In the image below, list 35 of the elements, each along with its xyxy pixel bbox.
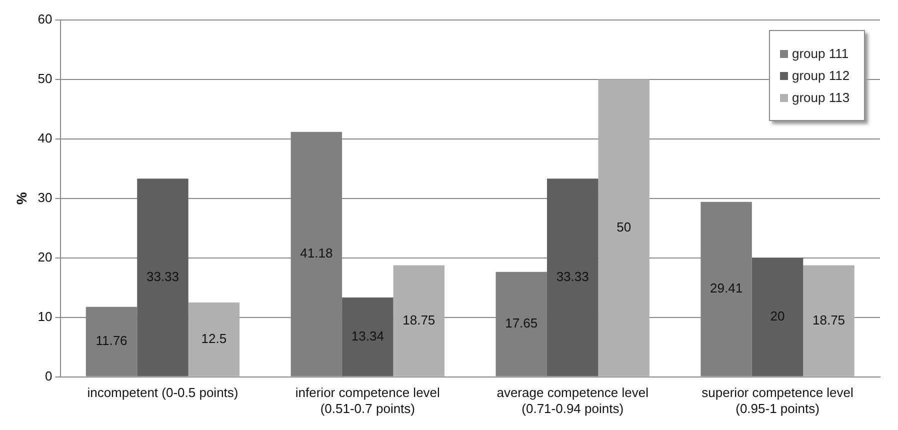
y-tick-label: 30 [38, 190, 52, 205]
bar [342, 297, 394, 376]
data-label: 11.76 [96, 333, 128, 348]
y-tick-label: 40 [38, 130, 52, 146]
data-label: 20 [770, 308, 785, 324]
legend-label: group 112 [792, 68, 850, 83]
legend-label: group 111 [792, 46, 849, 61]
data-label: 17.65 [505, 316, 538, 331]
bar [393, 265, 445, 376]
y-tick-label: 0 [45, 368, 52, 384]
y-tick-label: 20 [38, 249, 52, 264]
x-tick-label: inferior competence level (0.51-0.7 points) [295, 385, 440, 416]
legend-label: group 113 [792, 90, 850, 105]
bar [598, 79, 650, 376]
data-label: 41.18 [300, 246, 333, 261]
data-label: 18.75 [402, 312, 436, 328]
x-tick-label: average competence level (0.71-0.94 points) [496, 385, 649, 416]
y-tick-label: 60 [38, 12, 52, 27]
bar [137, 178, 188, 376]
data-label: 33.33 [146, 269, 179, 284]
bar [803, 265, 854, 376]
data-label: 18.75 [812, 312, 846, 328]
bar [752, 258, 804, 376]
data-label: 13.34 [351, 328, 384, 344]
y-tick-label: 50 [38, 71, 52, 86]
bar [546, 178, 598, 376]
data-label: 12.5 [201, 330, 227, 346]
data-label: 50 [616, 219, 632, 234]
bar [188, 302, 240, 376]
x-tick-label: incompetent (0-0.5 points) [87, 385, 238, 400]
x-tick-label: superior competence level (0.95-1 points) [702, 385, 854, 416]
data-label: 29.41 [710, 280, 743, 296]
y-tick-label: 10 [38, 308, 52, 324]
data-label: 33.33 [556, 269, 589, 284]
y-axis-title: % [13, 192, 30, 205]
